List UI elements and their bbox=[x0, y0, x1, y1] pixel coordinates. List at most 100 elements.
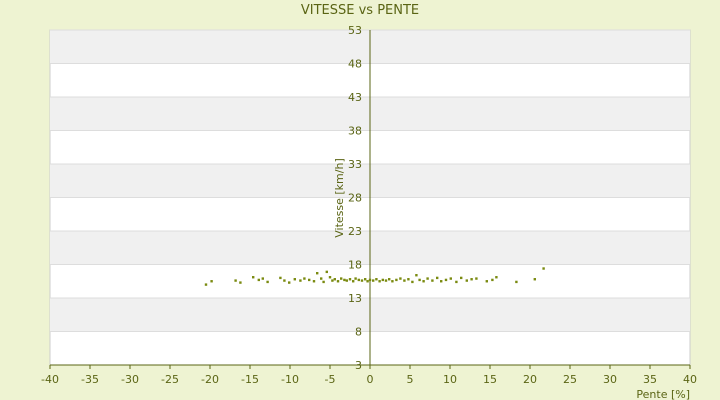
data-point bbox=[422, 280, 425, 283]
data-point bbox=[368, 278, 372, 282]
y-tick-label: 18 bbox=[348, 259, 362, 272]
data-point bbox=[395, 278, 398, 282]
x-tick-label: 35 bbox=[643, 373, 657, 386]
x-tick-label: -20 bbox=[201, 373, 219, 386]
data-point bbox=[352, 280, 355, 283]
data-points bbox=[204, 267, 545, 286]
data-point bbox=[418, 278, 421, 282]
data-point bbox=[331, 279, 334, 282]
data-point bbox=[279, 276, 282, 280]
data-point bbox=[348, 278, 352, 281]
x-tick-label: 40 bbox=[683, 373, 697, 386]
x-axis-ticks: -40 -35 -30 -25 -20 -15 -10 -5 0 5 10 15 20 25 30 35 40 bbox=[41, 365, 697, 386]
data-point bbox=[455, 280, 458, 284]
x-tick-label: -40 bbox=[41, 373, 59, 386]
data-point bbox=[495, 276, 498, 279]
data-point bbox=[293, 278, 296, 281]
data-point bbox=[204, 283, 208, 286]
y-tick-label: 28 bbox=[348, 192, 362, 205]
data-point bbox=[333, 278, 336, 281]
data-point bbox=[299, 279, 302, 282]
data-point bbox=[449, 277, 452, 280]
data-point bbox=[515, 280, 518, 284]
x-tick-label: 10 bbox=[443, 373, 457, 386]
data-point bbox=[288, 281, 291, 284]
data-point bbox=[283, 279, 286, 282]
data-point bbox=[366, 280, 369, 283]
data-point bbox=[308, 278, 311, 282]
data-point bbox=[340, 277, 343, 280]
x-tick-label: -10 bbox=[281, 373, 299, 386]
data-point bbox=[252, 276, 255, 279]
data-point bbox=[403, 279, 406, 282]
x-tick-label: 20 bbox=[523, 373, 537, 386]
y-tick-label: 38 bbox=[348, 125, 362, 138]
data-point bbox=[343, 278, 346, 282]
data-point bbox=[325, 270, 328, 274]
data-point bbox=[357, 278, 360, 282]
data-point bbox=[426, 277, 429, 280]
data-point bbox=[465, 279, 468, 282]
x-tick-label: -15 bbox=[241, 373, 259, 386]
x-tick-label: 15 bbox=[483, 373, 497, 386]
chart-title: VITESSE vs PENTE bbox=[301, 3, 419, 18]
data-point bbox=[440, 280, 443, 283]
data-point bbox=[328, 276, 332, 279]
data-point bbox=[375, 278, 378, 281]
x-tick-label: 5 bbox=[407, 373, 414, 386]
data-point bbox=[322, 280, 325, 284]
data-point bbox=[431, 279, 434, 282]
data-point bbox=[312, 280, 316, 283]
data-point bbox=[320, 277, 323, 280]
data-point bbox=[485, 280, 488, 283]
data-point bbox=[411, 280, 414, 284]
x-tick-label: 25 bbox=[563, 373, 577, 386]
data-point bbox=[378, 280, 381, 283]
data-point bbox=[388, 278, 391, 281]
data-point bbox=[354, 277, 357, 280]
data-point bbox=[234, 279, 237, 282]
data-point bbox=[257, 278, 260, 282]
data-point bbox=[303, 277, 306, 280]
data-point bbox=[399, 277, 402, 280]
axes bbox=[50, 30, 690, 366]
y-tick-label: 48 bbox=[348, 58, 362, 71]
y-tick-label: 8 bbox=[355, 326, 362, 339]
y-tick-label: 53 bbox=[348, 24, 362, 37]
y-tick-label: 43 bbox=[348, 91, 362, 104]
data-point bbox=[266, 280, 269, 284]
data-point bbox=[470, 278, 473, 281]
data-point bbox=[436, 276, 439, 280]
data-point bbox=[384, 279, 388, 282]
y-axis-label: Vitesse [km/h] bbox=[333, 158, 346, 238]
data-point bbox=[415, 274, 418, 277]
x-tick-label: -5 bbox=[325, 373, 336, 386]
x-tick-label: -25 bbox=[161, 373, 179, 386]
data-point bbox=[460, 276, 463, 280]
x-tick-label: -35 bbox=[81, 373, 99, 386]
data-point bbox=[261, 277, 264, 280]
data-point bbox=[345, 279, 348, 282]
y-axis-ticks: 38131823283338434853 bbox=[348, 24, 362, 372]
y-tick-label: 23 bbox=[348, 225, 362, 238]
data-point bbox=[407, 278, 410, 281]
data-point bbox=[360, 279, 364, 282]
y-tick-label: 33 bbox=[348, 158, 362, 171]
data-point bbox=[210, 280, 213, 283]
data-point bbox=[391, 280, 394, 283]
x-tick-label: 0 bbox=[367, 373, 374, 386]
data-point bbox=[542, 267, 545, 270]
data-point bbox=[475, 277, 478, 280]
data-point bbox=[372, 279, 375, 282]
x-tick-label: 30 bbox=[603, 373, 617, 386]
x-tick-label: -30 bbox=[121, 373, 139, 386]
data-point bbox=[533, 278, 536, 281]
data-point bbox=[381, 278, 384, 282]
data-point bbox=[336, 280, 340, 283]
y-tick-label: 13 bbox=[348, 292, 362, 305]
data-point bbox=[316, 272, 319, 275]
data-point bbox=[444, 278, 448, 282]
data-point bbox=[364, 278, 367, 281]
x-axis-label: Pente [%] bbox=[636, 388, 690, 400]
